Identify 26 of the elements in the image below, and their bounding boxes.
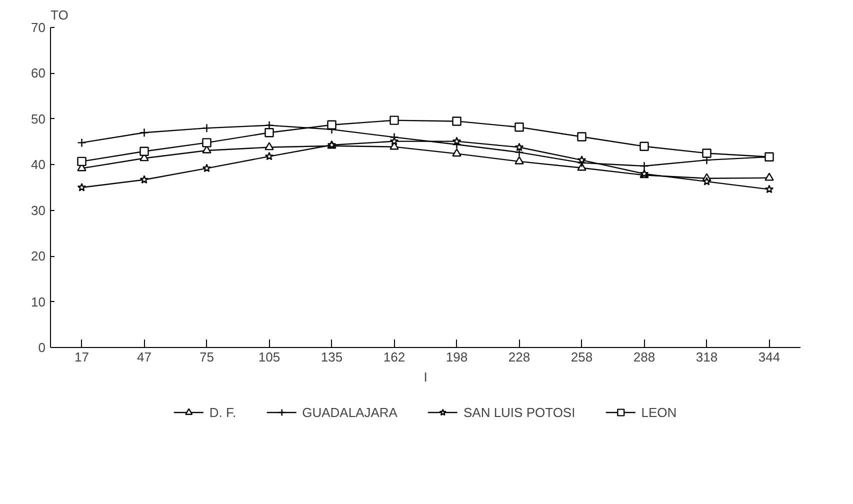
y-tick-label: 40 [31, 157, 46, 172]
legend-label: SAN LUIS POTOSI [463, 404, 576, 420]
y-tick-label: 60 [31, 66, 46, 81]
x-axis-title: I [424, 370, 428, 384]
x-tick-label: 105 [258, 350, 280, 364]
x-tick-label: 228 [508, 350, 530, 364]
y-tick-label: 10 [31, 294, 46, 310]
x-tick-label: 344 [758, 350, 780, 364]
y-axis-title: TO [50, 8, 68, 22]
x-tick-label: 288 [633, 350, 656, 364]
x-tick-label: 198 [446, 350, 468, 364]
legend-label: D. F. [209, 404, 236, 420]
y-tick-label: 20 [31, 248, 46, 264]
y-tick-label: 70 [31, 20, 46, 35]
x-tick-label: 17 [74, 350, 89, 364]
y-tick-label: 30 [31, 202, 46, 218]
legend-label: GUADALAJARA [302, 404, 398, 420]
y-tick-label: 0 [38, 340, 46, 355]
x-tick-label: 162 [383, 350, 406, 364]
legend-label: LEON [641, 404, 677, 420]
x-tick-label: 318 [696, 350, 718, 364]
x-tick-label: 75 [200, 350, 214, 364]
x-tick-label: 47 [137, 350, 152, 364]
x-tick-label: 135 [320, 350, 343, 364]
y-tick-label: 50 [31, 111, 46, 126]
x-tick-label: 258 [570, 350, 593, 364]
